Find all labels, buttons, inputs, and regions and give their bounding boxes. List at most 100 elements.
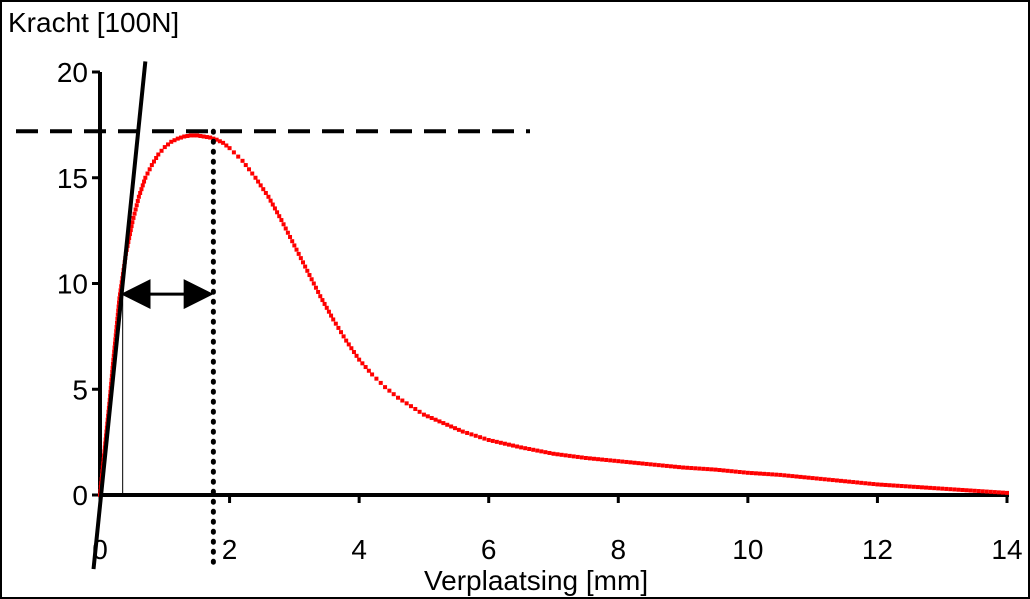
data-point: [952, 487, 957, 492]
data-point: [616, 459, 621, 464]
data-point: [445, 422, 450, 427]
data-point: [640, 461, 645, 466]
data-point: [465, 430, 470, 435]
data-point: [133, 207, 138, 212]
data-point: [652, 462, 657, 467]
data-point: [408, 404, 413, 409]
data-point: [604, 457, 609, 462]
data-point: [681, 465, 686, 470]
data-point: [413, 406, 418, 411]
data-point: [555, 452, 560, 457]
data-point: [745, 470, 750, 475]
data-point: [204, 135, 209, 140]
data-point: [256, 179, 261, 184]
data-point: [996, 490, 1001, 495]
data-point: [441, 421, 446, 426]
data-point: [968, 488, 973, 493]
x-tick-label: 8: [610, 534, 626, 565]
data-point: [346, 342, 351, 347]
data-point: [449, 424, 454, 429]
data-point: [453, 426, 458, 431]
data-point: [357, 357, 362, 362]
data-point: [266, 194, 271, 199]
data-point: [370, 372, 375, 377]
y-tick-label: 10: [57, 269, 88, 300]
data-point: [156, 152, 161, 157]
data-point: [689, 466, 694, 471]
data-point: [644, 461, 649, 466]
data-point: [964, 488, 969, 493]
data-point: [128, 228, 133, 233]
data-point: [948, 487, 953, 492]
data-point: [263, 190, 268, 195]
x-tick-label: 6: [481, 534, 497, 565]
data-point: [834, 478, 839, 483]
data-point: [149, 163, 154, 168]
data-point: [374, 376, 379, 381]
data-point: [162, 145, 167, 150]
data-point: [404, 401, 409, 406]
data-point: [677, 465, 682, 470]
data-point: [972, 488, 977, 493]
data-point: [329, 313, 334, 318]
data-point: [354, 353, 359, 358]
data-point: [879, 482, 884, 487]
y-tick-label: 0: [72, 480, 88, 511]
data-point: [551, 451, 556, 456]
data-point: [976, 489, 981, 494]
data-point: [134, 203, 139, 208]
data-point: [236, 154, 241, 159]
data-point: [984, 489, 989, 494]
data-point: [911, 484, 916, 489]
data-point: [790, 474, 795, 479]
data-point: [628, 460, 633, 465]
data-point: [843, 479, 848, 484]
data-point: [988, 489, 993, 494]
data-point: [344, 338, 349, 343]
data-point: [478, 435, 483, 440]
data-point: [387, 388, 392, 393]
data-point: [292, 243, 297, 248]
data-point: [660, 463, 665, 468]
x-tick-label: 4: [351, 534, 367, 565]
data-point: [875, 482, 880, 487]
data-point: [709, 467, 714, 472]
data-point: [664, 463, 669, 468]
data-point: [305, 268, 310, 273]
data-point: [822, 477, 827, 482]
data-point: [668, 464, 673, 469]
data-point: [798, 474, 803, 479]
data-point: [486, 438, 491, 443]
data-point: [519, 445, 524, 450]
data-point: [502, 441, 507, 446]
data-point: [378, 380, 383, 385]
data-point: [887, 483, 892, 488]
data-point: [433, 417, 438, 422]
data-point: [847, 479, 852, 484]
data-point: [366, 368, 371, 373]
x-tick-label: 2: [222, 534, 238, 565]
data-point: [285, 230, 290, 235]
y-axis-label: Kracht [100N]: [8, 7, 179, 38]
data-point: [400, 398, 405, 403]
data-point: [786, 473, 791, 478]
data-point: [907, 484, 912, 489]
data-point: [175, 136, 180, 141]
data-point: [132, 211, 137, 216]
data-point: [535, 448, 540, 453]
y-tick-label: 15: [57, 163, 88, 194]
data-point: [672, 464, 677, 469]
data-point: [261, 187, 266, 192]
data-point: [318, 294, 323, 299]
x-tick-label: 12: [862, 534, 893, 565]
data-point: [456, 427, 461, 432]
data-point: [151, 159, 156, 164]
axes: [92, 70, 1009, 503]
data-point: [147, 167, 152, 172]
data-point: [802, 475, 807, 480]
data-point: [396, 395, 401, 400]
data-point: [980, 489, 985, 494]
data-point: [258, 183, 263, 188]
